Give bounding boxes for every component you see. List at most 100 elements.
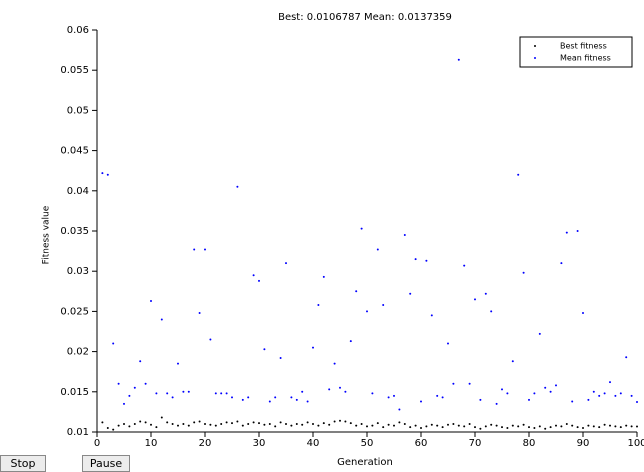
data-point [290,396,293,399]
data-point [344,420,347,423]
data-point [452,422,455,425]
data-point [619,392,622,395]
data-point [533,392,536,395]
data-point [544,386,547,389]
legend-box [519,36,633,68]
data-point [171,422,174,425]
y-tick-label: 0.055 [60,65,89,76]
data-point [468,422,471,425]
data-point [463,264,466,267]
data-point [252,274,255,277]
data-point [495,424,498,427]
data-point [425,259,428,262]
data-point [209,338,212,341]
data-point [177,424,179,427]
data-point [328,388,331,391]
data-point [452,382,455,385]
data-point [565,231,568,234]
data-point [376,422,379,425]
x-tick-label: 50 [361,438,374,449]
data-point [274,425,277,428]
data-point [484,425,487,428]
x-tick-label: 80 [523,438,536,449]
data-point [328,423,331,426]
data-point [231,396,233,399]
data-point [177,362,179,365]
data-point [409,292,412,295]
data-point [263,348,266,351]
data-point [204,422,206,425]
data-point [420,426,422,429]
x-tick-label: 100 [627,438,644,449]
pause-button[interactable]: Pause [82,455,130,472]
data-point [268,422,271,425]
data-point [155,426,158,429]
data-point [247,422,250,425]
stop-button[interactable]: Stop [0,455,46,472]
legend-marker [534,45,536,47]
data-point [106,173,109,176]
data-point [528,426,530,429]
x-tick-label: 0 [94,438,100,449]
data-point [312,346,314,349]
data-point [506,426,509,429]
data-point [166,421,169,424]
data-point [101,421,104,424]
data-point [268,400,271,403]
data-point [441,396,444,399]
data-point [322,275,325,278]
data-point [522,423,525,426]
y-tick-label: 0.025 [60,306,89,317]
data-point [344,390,347,393]
data-point [522,271,525,274]
data-point [139,360,142,363]
data-point [220,392,223,395]
data-point [301,423,304,426]
data-point [441,426,444,429]
data-point [447,342,449,345]
data-point [295,398,298,401]
data-point [598,426,601,429]
data-point [123,402,125,405]
data-point [582,426,584,429]
data-point [117,382,120,385]
data-point [193,421,196,424]
data-point [549,390,552,393]
data-point [220,422,223,425]
data-point [301,390,304,393]
data-point [376,248,379,251]
data-point [193,248,196,251]
data-point [414,258,417,261]
data-point [403,422,406,425]
data-point [182,422,185,425]
data-point [214,392,217,395]
data-point [576,230,579,232]
data-point [474,426,476,429]
data-point [355,290,358,293]
data-point [576,426,579,429]
data-point [285,422,287,425]
data-point [436,394,439,397]
data-point [587,424,590,427]
data-point [198,420,201,423]
data-point [198,312,201,315]
data-point [171,396,174,399]
data-point [430,314,433,317]
data-point [425,425,428,428]
data-point [117,424,120,427]
x-tick-label: 60 [415,438,428,449]
data-point [236,185,239,188]
data-point [636,425,638,428]
data-point [312,422,314,425]
data-point [317,303,320,306]
x-tick-label: 40 [307,438,320,449]
data-point [366,425,368,428]
data-point [106,426,109,429]
y-tick-label: 0.045 [60,146,89,157]
x-tick-label: 30 [253,438,266,449]
data-point [517,173,520,176]
data-point [133,422,136,425]
data-point [403,234,406,237]
